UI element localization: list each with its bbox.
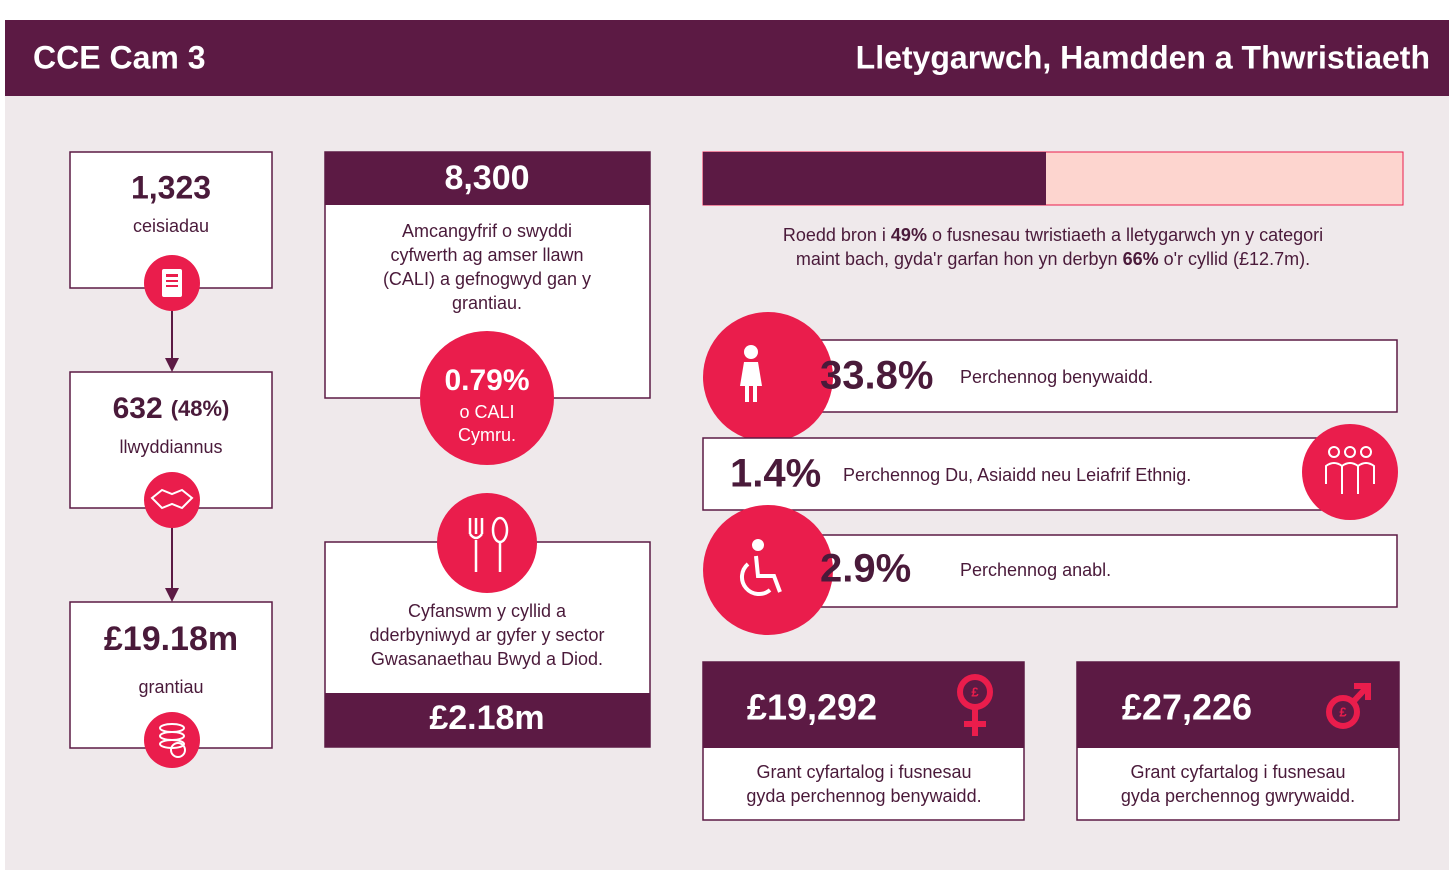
svg-text:£: £ [1339,704,1347,719]
average-text: Grant cyfartalog i fusnesau [1130,762,1345,782]
jobs-share-text: o CALI [459,402,514,422]
bar-text: Roedd bron i 49% o fusnesau twristiaeth … [783,225,1323,245]
header [5,20,1449,96]
jobs-text: Amcangyfrif o swyddi [402,221,572,241]
jobs-share: 0.79% [444,364,529,397]
jobs-share-text: Cymru. [458,425,516,445]
bar-text: maint bach, gyda'r garfan hon yn derbyn … [796,249,1310,269]
owner-row: 2.9% Perchennog anabl. [703,505,1398,635]
average-value: £27,226 [1122,687,1252,728]
food-value: £2.18m [429,699,544,737]
average-text: gyda perchennog gwrywaidd. [1121,786,1355,806]
header-right: Lletygarwch, Hamdden a Thwristiaeth [856,39,1430,75]
owner-value: 33.8% [820,354,933,398]
average-card: £27,226 £ Grant cyfartalog i fusnesau gy… [1076,661,1400,821]
average-text: gyda perchennog benywaidd. [746,786,981,806]
owner-row: 1.4% Perchennog Du, Asiaidd neu Leiafrif… [702,424,1398,520]
funnel-value: £19.18m [104,620,238,658]
food-card: Cyfanswm y cyllid a dderbyniwyd ar gyfer… [324,493,651,748]
food-text: dderbyniwyd ar gyfer y sector [369,625,604,645]
funnel: 1,323 ceisiadau 632 (48%) llwyddiannus £1… [69,151,273,768]
owner-value: 1.4% [730,452,821,496]
owner-label: Perchennog benywaidd. [960,367,1153,387]
icon [144,472,200,528]
jobs-value: 8,300 [444,159,529,197]
average-value: £19,292 [747,687,877,728]
owner-row: 33.8% Perchennog benywaidd. [703,312,1398,442]
bar-fill [703,152,1046,205]
jobs-text: (CALI) a gefnogwyd gan y [383,269,591,289]
food-text: Cyfanswm y cyllid a [408,601,567,621]
average-card: £19,292 £ Grant cyfartalog i fusnesau gy… [702,661,1025,821]
owner-label: Perchennog anabl. [960,560,1111,580]
funnel-value: 1,323 [131,169,211,205]
funnel-label: llwyddiannus [119,437,222,457]
funnel-label: grantiau [138,677,203,697]
owner-label: Perchennog Du, Asiaidd neu Leiafrif Ethn… [843,465,1191,485]
header-left: CCE Cam 3 [33,39,206,75]
funnel-label: ceisiadau [133,216,209,236]
food-text: Gwasanaethau Bwyd a Diod. [371,649,603,669]
jobs-text: cyfwerth ag amser llawn [390,245,583,265]
owner-value: 2.9% [820,547,911,591]
jobs-text: grantiau. [452,293,522,313]
average-text: Grant cyfartalog i fusnesau [756,762,971,782]
size-bar [702,151,1404,206]
funnel-value: 632 (48%) [113,392,230,425]
jobs-card: 8,300 Amcangyfrif o swyddi cyfwerth ag a… [324,151,651,465]
svg-text:£: £ [971,684,979,699]
